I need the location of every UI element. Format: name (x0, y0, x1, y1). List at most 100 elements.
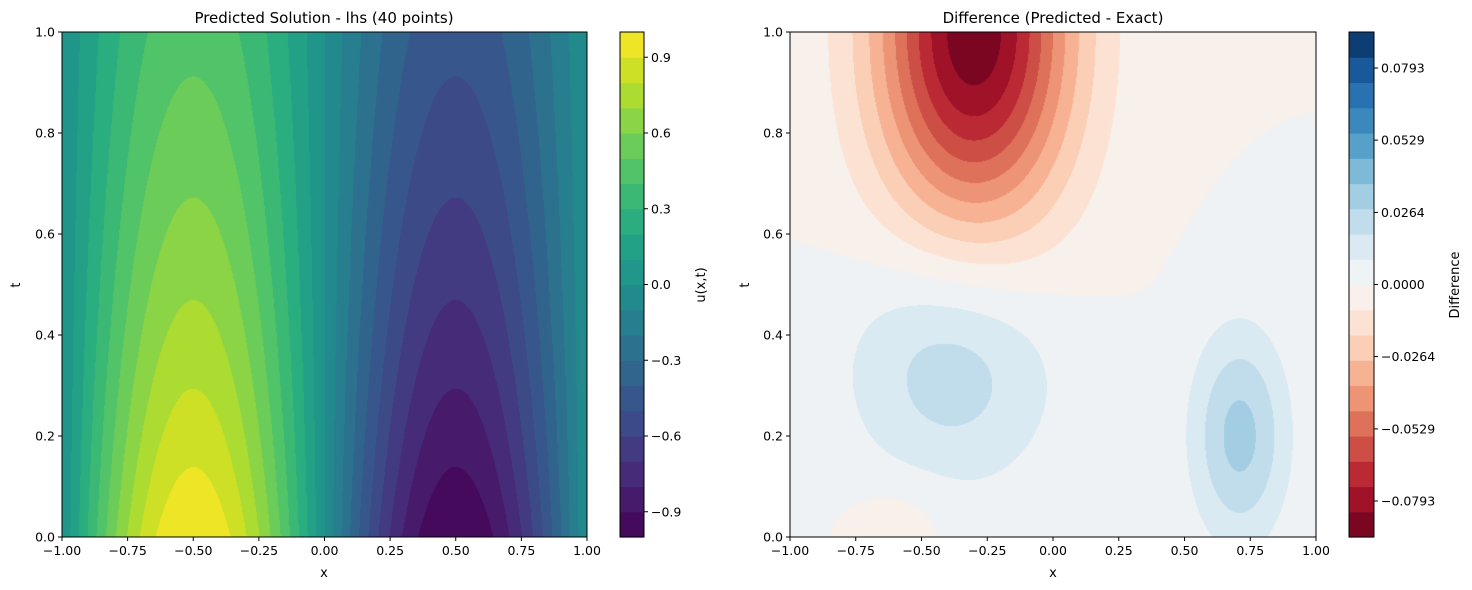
x-tick-label: −0.50 (902, 543, 940, 558)
colorbar-segment (620, 461, 644, 488)
x-tick-label: 0.25 (376, 543, 404, 558)
x-tick-label: −1.00 (771, 543, 809, 558)
x-tick-label: 0.75 (507, 543, 535, 558)
x-tick-label: 1.00 (573, 543, 601, 558)
plot-area (790, 32, 1316, 537)
colorbar-segment (620, 284, 644, 311)
colorbar-tick-label: 0.6 (651, 126, 671, 141)
difference-panel: Difference (Predicted - Exact) −1.00 −0.7… (738, 9, 1463, 581)
colorbar-segment (1349, 385, 1374, 412)
colorbar-segment (620, 360, 644, 387)
y-tick-label: 0.6 (35, 227, 55, 242)
colorbar-segment (1349, 410, 1374, 437)
y-tick-label: 0.0 (763, 530, 783, 545)
x-axis: −1.00 −0.75 −0.50 −0.25 0.00 0.25 0.50 0.75 1.00 (771, 537, 1330, 558)
x-axis-label: x (1049, 566, 1057, 581)
colorbar-segment (620, 436, 644, 462)
x-axis-label: x (320, 566, 328, 581)
colorbar-segment (620, 208, 644, 235)
colorbar (1349, 32, 1374, 538)
colorbar-tick-label: 0.9 (651, 50, 671, 65)
plot-area (62, 32, 587, 537)
y-axis: 0.0 0.2 0.4 0.6 0.8 1.0 (35, 25, 62, 545)
y-axis-label: t (738, 282, 753, 287)
colorbar-segment (620, 234, 644, 260)
colorbar-segment (1349, 335, 1374, 361)
x-tick-label: 1.00 (1302, 543, 1330, 558)
colorbar-segment (620, 32, 644, 58)
colorbar-segment (620, 259, 644, 286)
colorbar-tick-label: 0.0000 (1381, 277, 1425, 292)
colorbar-tick-label: 0.0793 (1381, 61, 1425, 76)
colorbar-segment (1349, 436, 1374, 462)
colorbar-segment (620, 158, 644, 185)
colorbar-segment (620, 82, 644, 109)
colorbar-ticks: −0.9 −0.6 −0.3 0.0 0.3 0.6 0.9 (644, 50, 681, 519)
y-axis-label: t (9, 282, 24, 287)
colorbar-tick-label: 0.0529 (1381, 133, 1425, 148)
colorbar-segment (620, 133, 644, 159)
colorbar-segment (1349, 107, 1374, 134)
colorbar-segment (1349, 511, 1374, 538)
colorbar-tick-label: 0.0 (651, 277, 671, 292)
colorbar-label: Difference (1448, 251, 1463, 318)
colorbar-tick-label: −0.6 (651, 429, 681, 444)
x-axis: −1.00 −0.75 −0.50 −0.25 0.00 0.25 0.50 0.75 1.00 (43, 537, 601, 558)
x-tick-label: −0.25 (968, 543, 1006, 558)
colorbar-segment (1349, 486, 1374, 513)
x-tick-label: −0.50 (174, 543, 212, 558)
x-tick-label: 0.25 (1105, 543, 1133, 558)
x-tick-label: 0.75 (1236, 543, 1264, 558)
y-tick-label: 0.4 (763, 328, 783, 343)
chart-title: Difference (Predicted - Exact) (943, 9, 1164, 27)
colorbar-segment (620, 410, 644, 437)
colorbar-segment (1349, 259, 1374, 286)
colorbar-segment (620, 486, 644, 513)
y-tick-label: 1.0 (763, 25, 783, 40)
colorbar-tick-label: −0.0793 (1381, 493, 1435, 508)
colorbar-tick-label: 0.3 (651, 201, 671, 216)
colorbar-segment (620, 107, 644, 134)
colorbar-segment (1349, 309, 1374, 336)
colorbar-segment (1349, 461, 1374, 488)
x-tick-label: 0.00 (311, 543, 339, 558)
colorbar-segment (1349, 208, 1374, 235)
colorbar-segment (1349, 133, 1374, 159)
chart-title: Predicted Solution - lhs (40 points) (194, 9, 453, 27)
colorbar-segment (620, 57, 644, 84)
predicted-solution-panel: Predicted Solution - lhs (40 points) −1.… (9, 9, 709, 581)
y-tick-label: 0.4 (35, 328, 55, 343)
colorbar-tick-label: −0.9 (651, 504, 681, 519)
colorbar (620, 32, 644, 538)
colorbar-segment (1349, 284, 1374, 311)
x-tick-label: −0.25 (240, 543, 278, 558)
colorbar-segment (620, 309, 644, 336)
y-tick-label: 0.2 (35, 429, 55, 444)
colorbar-segment (1349, 183, 1374, 210)
colorbar-ticks: −0.0793 −0.0529 −0.0264 0.0000 0.0264 0.0529 0… (1374, 61, 1435, 508)
colorbar-segment (1349, 32, 1374, 58)
colorbar-segment (620, 511, 644, 538)
x-tick-label: 0.50 (442, 543, 470, 558)
colorbar-tick-label: 0.0264 (1381, 205, 1425, 220)
colorbar-tick-label: −0.0264 (1381, 349, 1435, 364)
colorbar-segment (1349, 158, 1374, 185)
colorbar-label: u(x,t) (694, 267, 709, 302)
colorbar-segment (1349, 234, 1374, 260)
x-tick-label: 0.50 (1171, 543, 1199, 558)
y-tick-label: 0.6 (763, 227, 783, 242)
x-tick-label: −1.00 (43, 543, 81, 558)
x-tick-label: 0.00 (1039, 543, 1067, 558)
colorbar-segment (620, 183, 644, 210)
y-axis: 0.0 0.2 0.4 0.6 0.8 1.0 (763, 25, 790, 545)
y-tick-label: 0.8 (763, 126, 783, 141)
colorbar-segment (620, 335, 644, 361)
y-tick-label: 0.2 (763, 429, 783, 444)
colorbar-segment (620, 385, 644, 412)
x-tick-label: −0.75 (108, 543, 146, 558)
colorbar-tick-label: −0.3 (651, 353, 681, 368)
contour-field (62, 32, 587, 537)
x-tick-label: −0.75 (837, 543, 875, 558)
y-tick-label: 1.0 (35, 25, 55, 40)
